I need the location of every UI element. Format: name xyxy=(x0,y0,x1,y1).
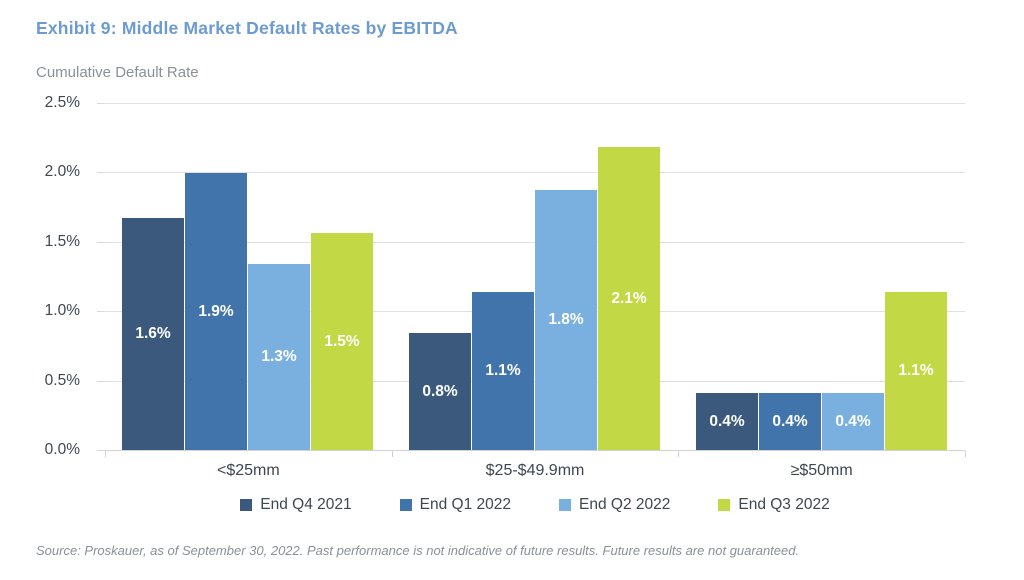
y-axis-tick xyxy=(97,380,105,382)
bar: 1.9% xyxy=(185,173,247,450)
legend-swatch-icon xyxy=(718,499,731,511)
bar: 0.4% xyxy=(822,393,884,450)
bar-value-label: 1.8% xyxy=(548,311,584,328)
y-axis-tick xyxy=(97,450,105,451)
bar: 1.1% xyxy=(472,292,534,450)
legend-item: End Q1 2022 xyxy=(399,496,511,514)
legend-swatch-icon xyxy=(240,499,253,511)
gridline xyxy=(105,102,965,104)
bar: 1.3% xyxy=(248,264,310,450)
x-axis-category-label: $25-$49.9mm xyxy=(485,462,585,479)
bar-value-label: 1.3% xyxy=(261,348,297,365)
bar: 0.4% xyxy=(696,393,758,450)
bar-value-label: 2.1% xyxy=(611,289,647,307)
legend-label: End Q4 2021 xyxy=(260,496,352,513)
bar-value-label: 1.1% xyxy=(898,362,934,379)
x-axis-tick xyxy=(391,451,393,457)
legend-item: End Q2 2022 xyxy=(559,496,670,514)
bar-value-label: 0.4% xyxy=(709,412,745,430)
bar-value-label: 1.1% xyxy=(485,362,521,379)
bar-value-label: 0.8% xyxy=(422,382,458,400)
bar-value-label: 0.4% xyxy=(835,412,871,430)
legend-label: End Q2 2022 xyxy=(579,496,671,513)
y-axis-tick-label: 1.5% xyxy=(44,232,80,250)
y-axis-tick-label: 0.5% xyxy=(44,371,80,389)
legend-item: End Q3 2022 xyxy=(718,496,830,514)
y-axis-tick-label: 2.5% xyxy=(44,93,80,111)
x-axis-category-label: <$25mm xyxy=(216,462,280,479)
bar-value-label: 0.4% xyxy=(772,412,808,430)
source-note: Source: Proskauer, as of September 30, 2… xyxy=(36,543,800,558)
bar: 1.8% xyxy=(535,190,597,450)
y-axis-title: Cumulative Default Rate xyxy=(36,64,199,81)
legend-label: End Q1 2022 xyxy=(419,496,511,513)
y-axis-tick-label: 1.0% xyxy=(44,302,80,319)
bar: 0.4% xyxy=(759,393,821,450)
bar-value-label: 1.5% xyxy=(324,332,360,350)
y-axis-tick xyxy=(97,241,105,243)
y-axis-tick-label: 0.0% xyxy=(44,441,80,458)
x-axis-tick xyxy=(965,451,966,457)
x-axis-line xyxy=(105,450,965,451)
bar: 1.5% xyxy=(311,233,373,450)
x-axis-tick xyxy=(105,451,106,457)
chart-title: Exhibit 9: Middle Market Default Rates b… xyxy=(36,18,458,38)
legend-item: End Q4 2021 xyxy=(240,496,352,514)
bar-value-label: 1.6% xyxy=(135,325,171,342)
x-axis-category-label: ≥$50mm xyxy=(790,462,853,479)
legend-swatch-icon xyxy=(559,499,571,511)
bar: 2.1% xyxy=(598,147,660,450)
y-axis-tick-label: 2.0% xyxy=(44,163,80,180)
bar: 1.6% xyxy=(122,218,184,450)
bar: 1.1% xyxy=(885,292,947,450)
bar: 0.8% xyxy=(409,333,471,450)
gridline xyxy=(105,172,965,173)
y-axis-tick xyxy=(97,102,105,104)
chart-legend: End Q4 2021 End Q1 2022 End Q2 2022 End Q3 … xyxy=(105,496,965,514)
y-axis-tick xyxy=(97,311,105,312)
legend-swatch-icon xyxy=(399,499,412,511)
x-axis-tick xyxy=(678,451,680,457)
y-axis-tick xyxy=(97,172,105,173)
legend-label: End Q3 2022 xyxy=(738,496,830,513)
bar-value-label: 1.9% xyxy=(198,302,234,320)
